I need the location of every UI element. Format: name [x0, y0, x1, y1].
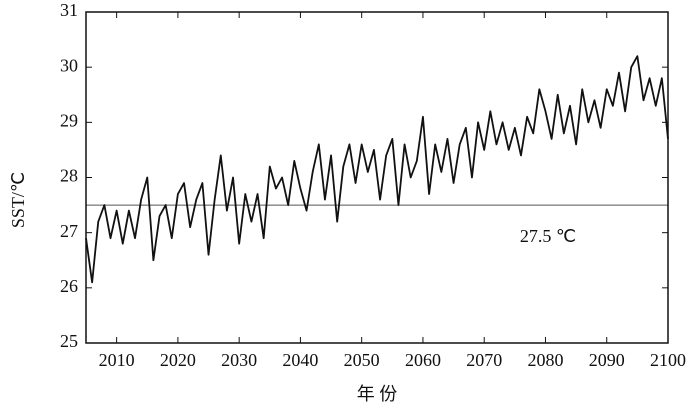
x-tick-label: 2040 [282, 350, 318, 370]
data-line [85, 55, 669, 284]
x-axis-label: 年 份 [357, 384, 398, 404]
y-tick-label: 28 [60, 166, 78, 186]
y-tick-label: 30 [60, 55, 78, 75]
x-tick-label: 2100 [650, 350, 686, 370]
y-tick-label: 26 [60, 276, 78, 296]
y-tick-label: 25 [60, 331, 78, 351]
x-tick-label: 2090 [589, 350, 625, 370]
y-tick-label: 29 [60, 110, 78, 130]
x-tick-label: 2070 [466, 350, 502, 370]
x-tick-label: 2010 [99, 350, 135, 370]
x-tick-label: 2030 [221, 350, 257, 370]
y-axis-label: SST/℃ [8, 172, 28, 228]
y-tick-label: 27 [60, 221, 78, 241]
reference-label: 27.5 ℃ [520, 226, 576, 246]
plot-frame [85, 11, 669, 344]
x-tick-label: 2020 [160, 350, 196, 370]
x-tick-label: 2060 [405, 350, 441, 370]
y-tick-label: 31 [60, 0, 78, 20]
x-tick-label: 2080 [527, 350, 563, 370]
x-tick-label: 2050 [344, 350, 380, 370]
